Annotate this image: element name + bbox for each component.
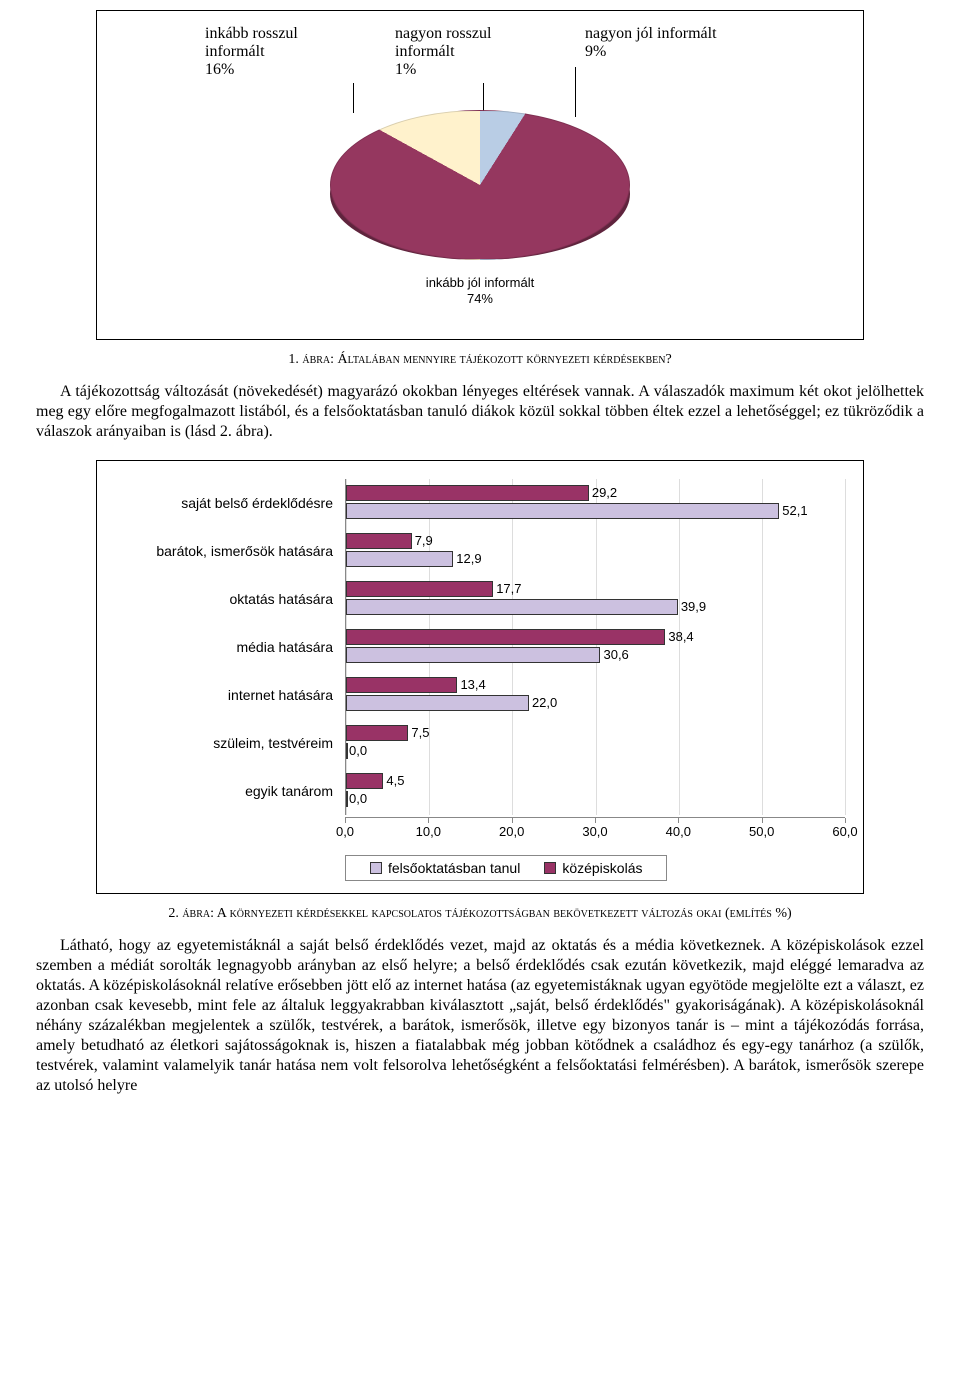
bar-series-kozep: 7,9 [346, 533, 412, 549]
bar-category-label: internet hatására [115, 671, 345, 719]
bar-category-label: szüleim, testvéreim [115, 719, 345, 767]
bar-legend: felsőoktatásban tanul középiskolás [345, 855, 667, 881]
bar-chart-frame: saját belső érdeklődésre29,252,1barátok,… [96, 460, 864, 894]
x-tick-label: 50,0 [749, 824, 774, 839]
bar-series-kozep: 7,5 [346, 725, 408, 741]
x-axis: 0,010,020,030,040,050,060,0 [345, 817, 845, 845]
bar-series-felso: 0,0 [346, 791, 348, 807]
bar-series-kozep: 38,4 [346, 629, 665, 645]
legend-item-kozep: középiskolás [544, 860, 642, 876]
pie-leader [353, 83, 354, 113]
bar-category-label: egyik tanárom [115, 767, 345, 815]
bar-series-felso: 12,9 [346, 551, 453, 567]
bar-row: egyik tanárom4,5 0,0 [115, 767, 845, 815]
paragraph-1: A tájékozottság változását (növekedését)… [36, 382, 924, 442]
bar-series-felso: 22,0 [346, 695, 529, 711]
figure-1-caption: 1. ábra: Általában mennyire tájékozott k… [36, 352, 924, 368]
x-tick-label: 60,0 [832, 824, 857, 839]
pie-label-inkabb-jol: inkább jól informált 74% [426, 275, 534, 308]
pie-chart: inkább rosszul informált 16% nagyon ross… [105, 25, 855, 325]
pie-label-nagyon-jol: nagyon jól informált 9% [585, 25, 755, 79]
pie-3d [330, 110, 630, 260]
bar-category-label: oktatás hatására [115, 575, 345, 623]
bar-series-kozep: 29,2 [346, 485, 589, 501]
bar-series-kozep: 4,5 [346, 773, 383, 789]
bar-chart: saját belső érdeklődésre29,252,1barátok,… [115, 479, 845, 815]
bar-row: barátok, ismerősök hatására7,9 12,9 [115, 527, 845, 575]
bar-row: saját belső érdeklődésre29,2 52,1 [115, 479, 845, 527]
x-tick-label: 0,0 [336, 824, 354, 839]
bar-row: oktatás hatására17,7 39,9 [115, 575, 845, 623]
pie-leader [483, 83, 484, 111]
bar-category-label: média hatására [115, 623, 345, 671]
pie-label-inkabb-rosszul: inkább rosszul informált 16% [205, 25, 355, 79]
bar-row: internet hatására13,4 22,0 [115, 671, 845, 719]
legend-item-felso: felsőoktatásban tanul [370, 860, 520, 876]
bar-category-label: barátok, ismerősök hatására [115, 527, 345, 575]
bar-row: média hatására38,4 30,6 [115, 623, 845, 671]
x-tick-label: 20,0 [499, 824, 524, 839]
figure-2-caption: 2. ábra: A környezeti kérdésekkel kapcso… [36, 906, 924, 922]
x-tick-label: 30,0 [582, 824, 607, 839]
bar-category-label: saját belső érdeklődésre [115, 479, 345, 527]
bar-series-felso: 52,1 [346, 503, 779, 519]
x-tick-label: 10,0 [416, 824, 441, 839]
paragraph-2: Látható, hogy az egyetemistáknál a saját… [36, 936, 924, 1096]
bar-series-felso: 30,6 [346, 647, 600, 663]
x-tick-label: 40,0 [666, 824, 691, 839]
pie-chart-frame: inkább rosszul informált 16% nagyon ross… [96, 10, 864, 340]
bar-row: szüleim, testvéreim7,5 0,0 [115, 719, 845, 767]
bar-series-felso: 0,0 [346, 743, 348, 759]
bar-series-kozep: 13,4 [346, 677, 457, 693]
bar-series-felso: 39,9 [346, 599, 678, 615]
bar-series-kozep: 17,7 [346, 581, 493, 597]
pie-label-nagyon-rosszul: nagyon rosszul informált 1% [395, 25, 545, 79]
